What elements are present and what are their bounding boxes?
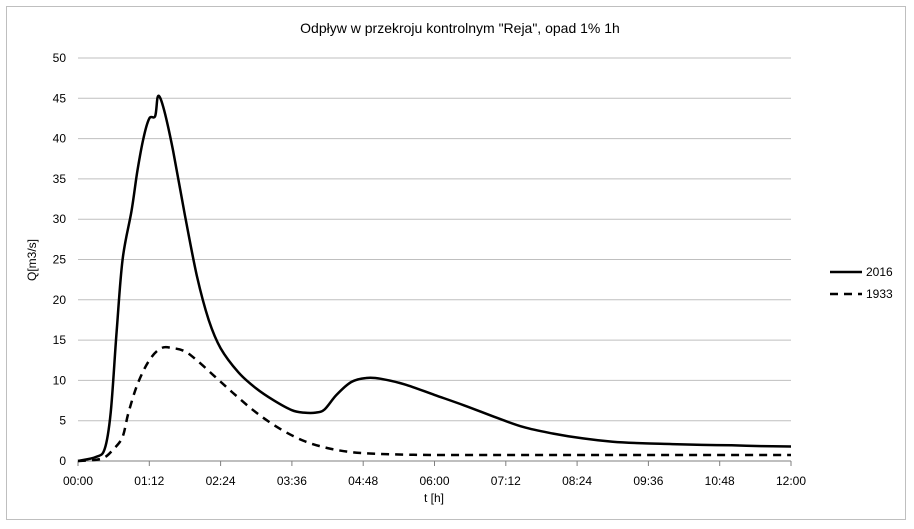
chart-title: Odpływ w przekroju kontrolnym "Reja", op… — [300, 20, 620, 36]
x-tick-label: 12:00 — [776, 474, 806, 488]
series-line-1933 — [77, 345, 791, 463]
legend-label-2016: 2016 — [866, 265, 893, 279]
y-tick-label: 0 — [59, 454, 66, 468]
legend-label-1933: 1933 — [866, 287, 893, 301]
y-tick-label: 15 — [53, 333, 67, 347]
x-tick-label: 04:48 — [348, 474, 378, 488]
y-tick-label: 20 — [53, 293, 67, 307]
x-tick-label: 07:12 — [491, 474, 521, 488]
x-tick-label: 01:12 — [134, 474, 164, 488]
x-tick-label: 06:00 — [419, 474, 449, 488]
y-tick-label: 5 — [59, 414, 66, 428]
y-tick-labels: 0 5 10 15 20 25 30 35 40 45 50 — [53, 51, 67, 468]
y-tick-label: 35 — [53, 172, 67, 186]
y-tick-label: 30 — [53, 212, 67, 226]
series-lines — [77, 94, 792, 463]
x-tick-label: 00:00 — [63, 474, 93, 488]
chart-frame — [6, 6, 906, 520]
x-tick-label: 09:36 — [633, 474, 663, 488]
gridlines — [77, 57, 792, 466]
x-tick-label: 03:36 — [277, 474, 307, 488]
x-axis-label: t [h] — [424, 491, 444, 505]
y-tick-label: 50 — [53, 51, 67, 65]
y-tick-label: 25 — [53, 253, 67, 267]
x-tick-label: 02:24 — [206, 474, 236, 488]
legend: 2016 1933 — [830, 265, 893, 301]
y-tick-label: 45 — [53, 91, 67, 105]
x-tick-label: 08:24 — [562, 474, 592, 488]
x-tick-label: 10:48 — [705, 474, 735, 488]
y-tick-label: 10 — [53, 373, 67, 387]
x-tick-labels: 00:00 01:12 02:24 03:36 04:48 06:00 07:12 08:24… — [63, 474, 806, 488]
series-line-2016 — [77, 94, 792, 463]
y-axis-label: Q[m3/s] — [25, 239, 39, 281]
y-tick-label: 40 — [53, 132, 67, 146]
